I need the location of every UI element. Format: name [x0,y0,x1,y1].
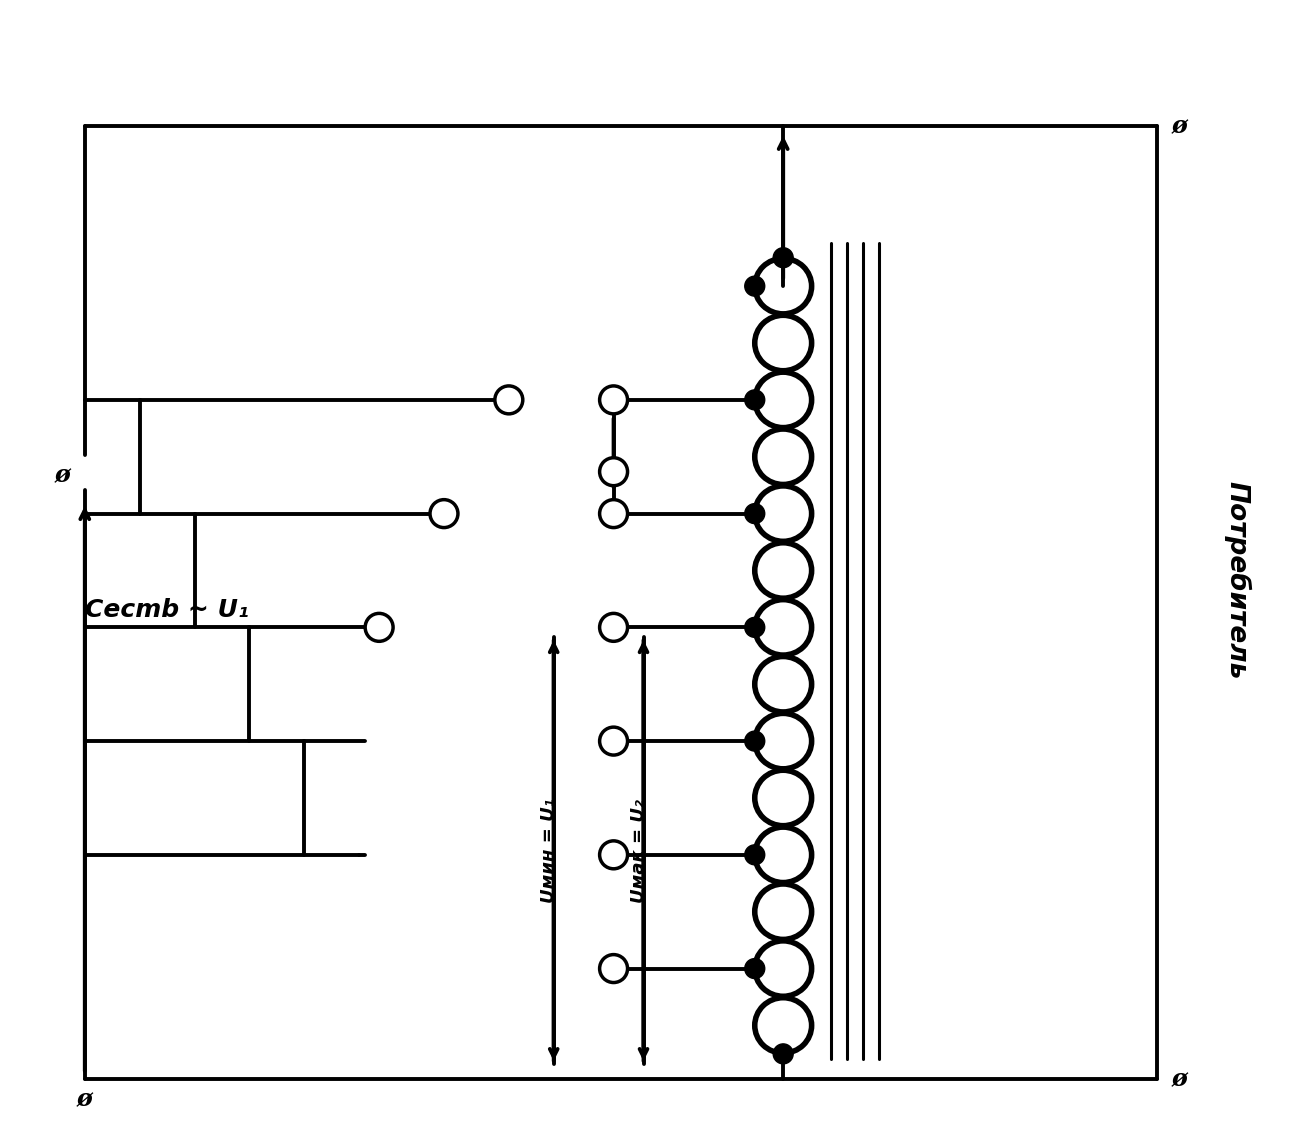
Circle shape [599,499,628,528]
Text: ø: ø [1171,114,1187,138]
Circle shape [744,617,765,637]
Circle shape [431,499,458,528]
Text: Потребитель: Потребитель [1223,481,1250,679]
Circle shape [599,727,628,755]
Text: ø: ø [77,1087,92,1111]
Circle shape [599,955,628,982]
Text: Uмак = U₂: Uмак = U₂ [629,799,647,903]
Circle shape [744,276,765,296]
Text: ø: ø [54,463,71,487]
Circle shape [495,386,523,414]
Circle shape [599,614,628,642]
Circle shape [744,731,765,751]
Circle shape [773,247,794,268]
Circle shape [744,504,765,523]
Circle shape [744,390,765,410]
Circle shape [744,958,765,979]
Circle shape [599,458,628,486]
Text: Cecmb ~ U₁: Cecmb ~ U₁ [84,598,249,622]
Circle shape [744,845,765,864]
Circle shape [773,1044,794,1063]
Text: Uмин = U₁: Uмин = U₁ [540,798,558,903]
Text: ø: ø [1171,1067,1187,1090]
Circle shape [599,841,628,869]
Circle shape [599,386,628,414]
Circle shape [366,614,393,642]
